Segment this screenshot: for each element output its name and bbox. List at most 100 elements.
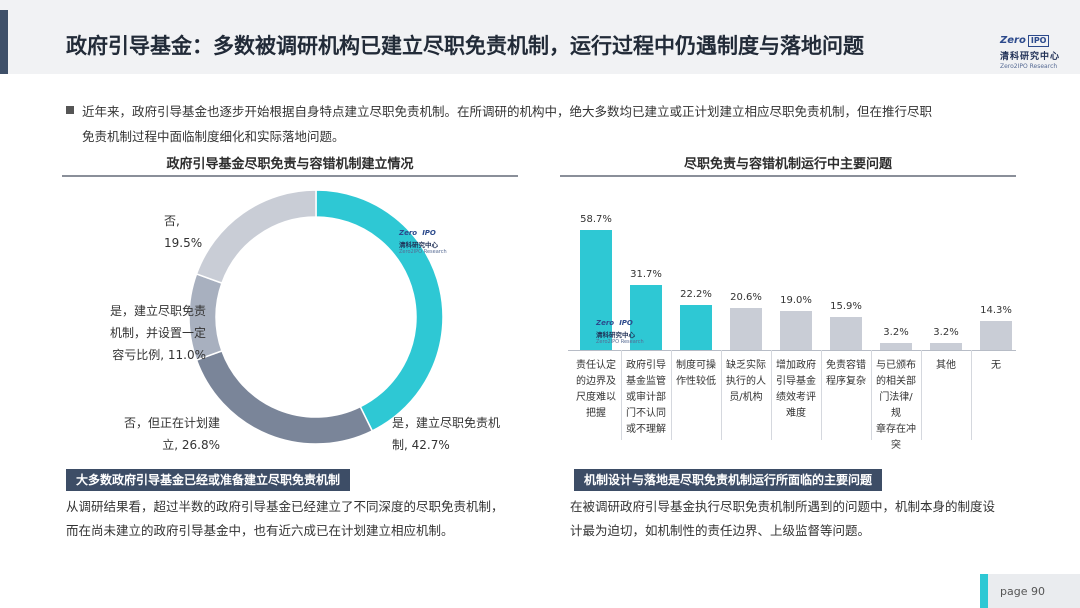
intro-paragraph: 近年来，政府引导基金也逐步开始根据自身特点建立尽职免责机制。在所调研的机构中，绝… bbox=[66, 99, 1026, 149]
bar bbox=[780, 311, 812, 350]
right-summary-line-1: 在被调研政府引导基金执行尽职免责机制所遇到的问题中，机制本身的制度设 bbox=[570, 499, 996, 514]
bar-value-label: 19.0% bbox=[780, 295, 812, 307]
bar-category-label-line: 程序复杂 bbox=[826, 376, 866, 387]
bar-value-label: 15.9% bbox=[830, 301, 862, 313]
donut-label-loss-tolerance-line2: 机制，并设置一定 bbox=[109, 326, 206, 340]
watermark-ipo-text: IPO bbox=[422, 229, 436, 237]
bar-category-label-line: 或不理解 bbox=[626, 424, 666, 435]
bar-category-label-line: 缺乏实际 bbox=[726, 360, 766, 371]
bar-chart-title: 尽职免责与容错机制运行中主要问题 bbox=[683, 157, 892, 172]
bar-category-label-line: 引导基金 bbox=[776, 376, 816, 387]
donut-label-no: 否, 19.5% bbox=[164, 210, 202, 254]
right-summary-line-2: 计最为迫切，如机制性的责任边界、上级监督等问题。 bbox=[570, 523, 871, 538]
bar-value-label: 14.3% bbox=[980, 304, 1012, 316]
logo-en-text: Zero2IPO Research bbox=[1000, 63, 1058, 70]
donut-slice-no bbox=[195, 190, 317, 285]
donut-label-no-line1: 否, bbox=[164, 214, 180, 228]
bar-category-label: 政府引导基金监管或审计部门不认同或不理解 bbox=[625, 358, 667, 438]
bar-category-label-line: 其他 bbox=[936, 360, 956, 371]
bar bbox=[930, 343, 962, 350]
bar-category-label-line: 门不认同 bbox=[626, 408, 666, 419]
page-number-box bbox=[980, 574, 1080, 608]
bar-category-label: 缺乏实际执行的人员/机构 bbox=[725, 358, 767, 406]
left-caption-box: 大多数政府引导基金已经或准备建立尽职免责机制 bbox=[66, 469, 351, 491]
bar-category-label-line: 员/机构 bbox=[729, 392, 763, 403]
bar-category-label-line: 突 bbox=[891, 440, 901, 451]
bar-category-label-line: 把握 bbox=[586, 408, 606, 419]
watermark-en-text: Zero2IPO Research bbox=[399, 249, 447, 255]
page-number-accent bbox=[980, 574, 988, 608]
bar-value-label: 22.2% bbox=[680, 288, 712, 300]
bar-category-label-line: 尺度难以 bbox=[576, 392, 616, 403]
bar-category-label-line: 或审计部 bbox=[626, 392, 666, 403]
bar-category-label-line: 的相关部 bbox=[876, 376, 916, 387]
donut-label-loss-tolerance-line1: 是，建立尽职免责 bbox=[109, 304, 206, 318]
bar-category-separator bbox=[671, 350, 672, 440]
donut-label-established: 是，建立尽职免责机 制, 42.7% bbox=[392, 412, 500, 456]
right-section-divider bbox=[560, 175, 1016, 177]
bar bbox=[630, 285, 662, 350]
bar-value-label: 3.2% bbox=[933, 327, 959, 339]
bar-category-label: 其他 bbox=[925, 358, 967, 374]
page-number: page 90 bbox=[1000, 585, 1045, 598]
bar bbox=[980, 320, 1012, 350]
bar-category-separator bbox=[871, 350, 872, 440]
header-accent-bar bbox=[0, 10, 8, 74]
bar-category-label-line: 与已颁布 bbox=[876, 360, 916, 371]
bar-watermark-cn-text: 清科研究中心 bbox=[596, 331, 635, 339]
left-section-divider bbox=[62, 175, 518, 177]
donut-label-loss-tolerance: 是，建立尽职免责 机制，并设置一定 容亏比例, 11.0% bbox=[94, 300, 206, 366]
bar-watermark-en-text: Zero2IPO Research bbox=[596, 339, 644, 345]
bar-value-label: 3.2% bbox=[883, 327, 909, 339]
logo-cn-text: 清科研究中心 bbox=[1000, 52, 1061, 62]
donut-label-planning-line2: 立, 26.8% bbox=[162, 438, 220, 452]
bar-category-separator bbox=[621, 350, 622, 440]
bar-category-label-line: 无 bbox=[991, 360, 1001, 371]
intro-line-1: 近年来，政府引导基金也逐步开始根据自身特点建立尽职免责机制。在所调研的机构中，绝… bbox=[82, 104, 933, 119]
bar-category-label: 责任认定 的边界及 尺度难以 把握 bbox=[575, 358, 617, 422]
donut-chart bbox=[188, 190, 444, 445]
logo-zero-text: Zero bbox=[1000, 35, 1026, 46]
bar-category-label-line: 执行的人 bbox=[726, 376, 766, 387]
bar-value-label: 20.6% bbox=[730, 291, 762, 303]
bar-category-label: 增加政府 引导基金 绩效考评 难度 bbox=[775, 358, 817, 422]
bar-category-label-line: 制度可操 bbox=[676, 360, 716, 371]
donut-watermark-logo: Zero IPO 清科研究中心 Zero2IPO Research bbox=[399, 220, 459, 255]
bar-watermark-zero-text: Zero bbox=[596, 319, 615, 327]
bar-category-label-line: 难度 bbox=[786, 408, 806, 419]
donut-label-loss-tolerance-line3: 容亏比例, 11.0% bbox=[112, 348, 206, 362]
bar-value-label: 31.7% bbox=[630, 269, 662, 281]
bar-category-label-line: 的边界及 bbox=[576, 376, 616, 387]
bar-category-label-line: 门法律/规 bbox=[879, 392, 913, 419]
watermark-zero-text: Zero bbox=[399, 229, 418, 237]
bar bbox=[580, 230, 612, 350]
bar-category-separator bbox=[921, 350, 922, 440]
bar-category-label: 无 bbox=[975, 358, 1017, 374]
bar-category-label-line: 基金监管 bbox=[626, 376, 666, 387]
logo-ipo-text: IPO bbox=[1027, 35, 1050, 47]
bar-category-separator bbox=[721, 350, 722, 440]
intro-line-2: 免责机制过程中面临制度细化和实际落地问题。 bbox=[82, 129, 345, 144]
bar-category-label-line: 免责容错 bbox=[826, 360, 866, 371]
donut-chart-title: 政府引导基金尽职免责与容错机制建立情况 bbox=[166, 157, 414, 172]
bar-watermark-ipo-text: IPO bbox=[619, 319, 633, 327]
donut-label-established-line1: 是，建立尽职免责机 bbox=[392, 416, 501, 430]
bar-category-label-line: 章存在冲 bbox=[876, 424, 916, 435]
page-title: 政府引导基金：多数被调研机构已建立尽职免责机制，运行过程中仍遇制度与落地问题 bbox=[66, 34, 864, 58]
left-summary-line-1: 从调研结果看，超过半数的政府引导基金已经建立了不同深度的尽职免责机制， bbox=[66, 499, 504, 514]
left-summary-line-2: 而在尚未建立的政府引导基金中，也有近六成已在计划建立相应机制。 bbox=[66, 523, 454, 538]
bar-category-label-line: 绩效考评 bbox=[776, 392, 816, 403]
intro-bullet-icon bbox=[66, 106, 74, 114]
bar bbox=[680, 304, 712, 350]
bar bbox=[830, 317, 862, 350]
donut-label-established-line2: 制, 42.7% bbox=[392, 438, 450, 452]
bar-chart-baseline bbox=[568, 350, 1016, 351]
bar-category-separator bbox=[971, 350, 972, 440]
donut-label-planning-line1: 否，但正在计划建 bbox=[123, 416, 220, 430]
bar-category-separator bbox=[821, 350, 822, 440]
bar-category-label: 制度可操 作性较低 bbox=[675, 358, 717, 390]
bar-category-label-line: 政府引导 bbox=[626, 360, 666, 371]
bar-category-label: 与已颁布的相关部门法律/规章存在冲突 bbox=[875, 358, 917, 454]
bar-category-label: 免责容错 程序复杂 bbox=[825, 358, 867, 390]
